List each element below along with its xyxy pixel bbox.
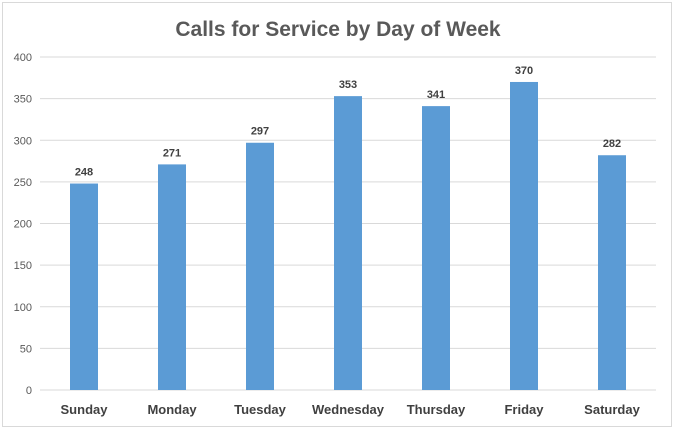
bar-friday xyxy=(510,81,538,390)
data-label-wednesday: 353 xyxy=(339,79,357,91)
y-tick-label: 0 xyxy=(26,385,32,397)
y-tick-label: 400 xyxy=(14,52,32,64)
data-label-sunday: 248 xyxy=(75,167,93,179)
chart-title: Calls for Service by Day of Week xyxy=(175,18,501,41)
y-axis-tick-labels: 0 50 100 150 200 250 300 350 400 xyxy=(14,52,32,397)
bar-sunday xyxy=(70,183,98,390)
bar-wednesday xyxy=(334,96,362,390)
x-tick-label-sunday: Sunday xyxy=(61,402,109,417)
x-tick-label-friday: Friday xyxy=(504,402,544,417)
data-label-saturday: 282 xyxy=(603,138,621,150)
x-tick-label-thursday: Thursday xyxy=(407,402,466,417)
data-label-tuesday: 297 xyxy=(251,126,269,138)
bar-thursday xyxy=(422,106,450,391)
y-tick-label: 50 xyxy=(20,343,32,355)
bar-tuesday xyxy=(246,142,274,390)
y-tick-label: 300 xyxy=(14,135,32,147)
x-tick-label-tuesday: Tuesday xyxy=(234,402,287,417)
y-tick-label: 350 xyxy=(14,94,32,106)
x-tick-label-saturday: Saturday xyxy=(584,402,640,417)
bars xyxy=(70,81,626,391)
data-label-thursday: 341 xyxy=(427,89,445,101)
x-tick-label-monday: Monday xyxy=(147,402,197,417)
y-tick-label: 250 xyxy=(14,177,32,189)
bar-monday xyxy=(158,164,186,390)
x-axis-tick-labels: Sunday Monday Tuesday Wednesday Thursday Frid… xyxy=(61,402,641,417)
y-tick-label: 100 xyxy=(14,302,32,314)
data-labels: 248 271 297 353 341 370 282 xyxy=(75,65,621,179)
y-tick-label: 150 xyxy=(14,260,32,272)
data-label-monday: 271 xyxy=(163,147,181,159)
data-label-friday: 370 xyxy=(515,65,533,77)
bar-saturday xyxy=(598,155,626,390)
y-tick-label: 200 xyxy=(14,219,32,231)
x-tick-label-wednesday: Wednesday xyxy=(312,402,385,417)
